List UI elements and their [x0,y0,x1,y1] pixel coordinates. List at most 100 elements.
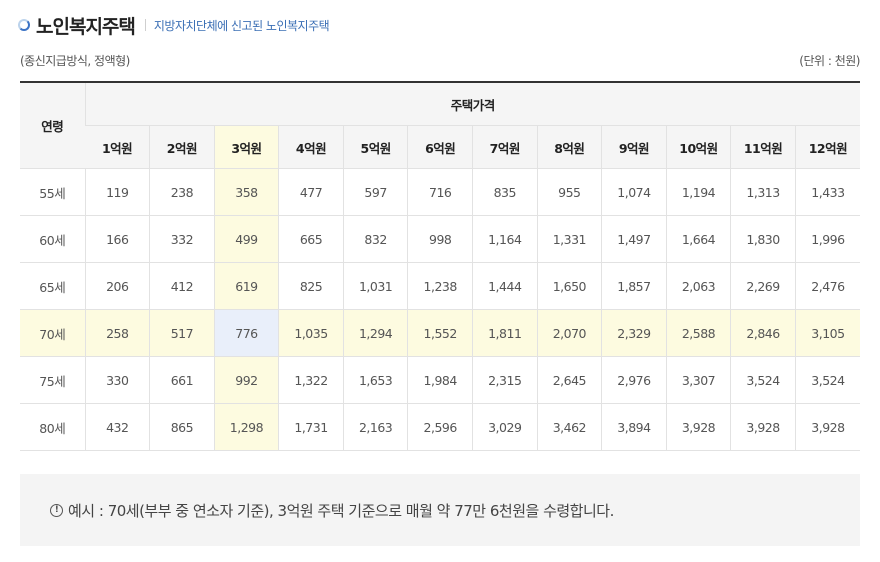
age-cell: 75세 [20,356,85,404]
value-cell: 1,444 [471,262,538,310]
value-cell: 2,846 [730,309,796,357]
value-cell: 1,996 [794,215,861,263]
price-header: 9억원 [601,125,667,169]
value-cell: 1,313 [730,168,796,216]
example-box: ! 예시 : 70세(부부 중 연소자 기준), 3억원 주택 기준으로 매월 … [20,474,860,546]
value-cell: 1,664 [665,215,731,263]
price-header: 10억원 [665,125,731,169]
value-cell: 1,298 [213,403,279,451]
value-cell: 825 [278,262,344,310]
value-cell: 2,070 [536,309,602,357]
table-row: 75세 330 661 992 1,322 1,653 1,984 2,315 2,645 2,9… [20,356,861,404]
value-cell: 1,322 [278,356,344,404]
header-row-group: 연령 주택가격 [20,81,861,169]
age-header: 연령 [20,81,85,169]
price-group-header: 주택가격 [84,81,861,126]
section-subtitle: 지방자치단체에 신고된 노인복지주택 [153,18,330,33]
value-cell: 1,497 [601,215,667,263]
value-cell: 1,857 [601,262,667,310]
value-cell: 665 [278,215,344,263]
value-cell: 499 [213,215,279,263]
value-cell: 3,928 [730,403,796,451]
value-cell: 1,164 [471,215,538,263]
value-cell: 3,029 [471,403,538,451]
value-cell: 955 [536,168,602,216]
value-cell: 1,984 [407,356,473,404]
value-cell: 206 [84,262,150,310]
price-header-row: 1억원 2억원 3억원 4억원 5억원 6억원 7억원 8억원 9억원 10억원 11억원 12억원 [20,125,861,169]
price-header: 11억원 [730,125,796,169]
value-cell: 2,976 [601,356,667,404]
unit-note: (단위 : 천원) [799,54,860,68]
price-header: 1억원 [85,125,150,169]
value-cell: 3,894 [601,403,667,451]
price-header: 2억원 [149,125,215,169]
price-header: 6억원 [407,125,473,169]
info-icon: ! [50,503,63,517]
value-cell: 832 [342,215,408,263]
price-header: 8억원 [536,125,602,169]
value-cell: 2,476 [794,262,861,310]
value-cell: 412 [149,262,215,310]
age-cell: 80세 [20,403,85,451]
value-cell: 3,105 [794,309,861,357]
value-cell: 2,596 [407,403,473,451]
age-cell: 55세 [20,168,85,216]
value-cell: 998 [407,215,473,263]
value-cell: 2,645 [536,356,602,404]
table-row: 65세 206 412 619 825 1,031 1,238 1,444 1,650 1,857… [20,262,861,310]
value-cell: 1,653 [342,356,408,404]
value-cell: 1,731 [278,403,344,451]
value-cell: 992 [213,356,279,404]
value-cell: 3,524 [730,356,796,404]
table-row: 80세 432 865 1,298 1,731 2,163 2,596 3,029 3,462 3… [20,403,861,451]
price-header: 4억원 [278,125,344,169]
payment-method-note: (종신지급방식, 정액형) [20,54,130,68]
value-cell: 1,194 [665,168,731,216]
value-cell: 2,163 [342,403,408,451]
section-header: 노인복지주택 지방자치단체에 신고된 노인복지주택 [18,10,330,40]
price-header: 12억원 [794,125,861,169]
value-cell: 1,650 [536,262,602,310]
section-title: 노인복지주택 [36,15,136,38]
value-cell: 358 [213,168,279,216]
value-cell: 2,063 [665,262,731,310]
table-body: 55세 119 238 358 477 597 716 835 955 1,074 1,194 1,3… [20,168,861,451]
value-cell: 2,329 [601,309,667,357]
value-cell: 119 [84,168,150,216]
value-cell: 3,928 [665,403,731,451]
value-cell: 776 [213,309,279,357]
price-header: 7억원 [471,125,538,169]
table-row: 70세 258 517 776 1,035 1,294 1,552 1,811 2,070 2,3… [20,309,861,357]
table-row: 55세 119 238 358 477 597 716 835 955 1,074 1,194 1,3… [20,168,861,216]
price-header: 3억원 [213,125,279,169]
value-cell: 716 [407,168,473,216]
table-head: 연령 주택가격 1억원 2억원 3억원 4억원 5억원 6억원 7억원 8억원 9억원 10억원 1… [20,81,861,169]
value-cell: 332 [149,215,215,263]
value-cell: 3,462 [536,403,602,451]
value-cell: 1,830 [730,215,796,263]
age-cell: 60세 [20,215,85,263]
value-cell: 166 [84,215,150,263]
value-cell: 865 [149,403,215,451]
value-cell: 1,294 [342,309,408,357]
value-cell: 238 [149,168,215,216]
value-cell: 1,552 [407,309,473,357]
value-cell: 258 [84,309,150,357]
value-cell: 1,031 [342,262,408,310]
value-cell: 3,307 [665,356,731,404]
value-cell: 517 [149,309,215,357]
age-cell: 70세 [20,309,85,357]
value-cell: 2,588 [665,309,731,357]
value-cell: 597 [342,168,408,216]
section-bullet-icon [18,19,30,31]
value-cell: 661 [149,356,215,404]
pension-table: 연령 주택가격 1억원 2억원 3억원 4억원 5억원 6억원 7억원 8억원 9억원 10억원 1… [20,81,861,451]
value-cell: 1,811 [471,309,538,357]
value-cell: 619 [213,262,279,310]
value-cell: 3,928 [794,403,861,451]
table-row: 60세 166 332 499 665 832 998 1,164 1,331 1,497 1,66… [20,215,861,263]
value-cell: 1,433 [794,168,861,216]
example-text: 예시 : 70세(부부 중 연소자 기준), 3억원 주택 기준으로 매월 약 … [68,501,614,520]
